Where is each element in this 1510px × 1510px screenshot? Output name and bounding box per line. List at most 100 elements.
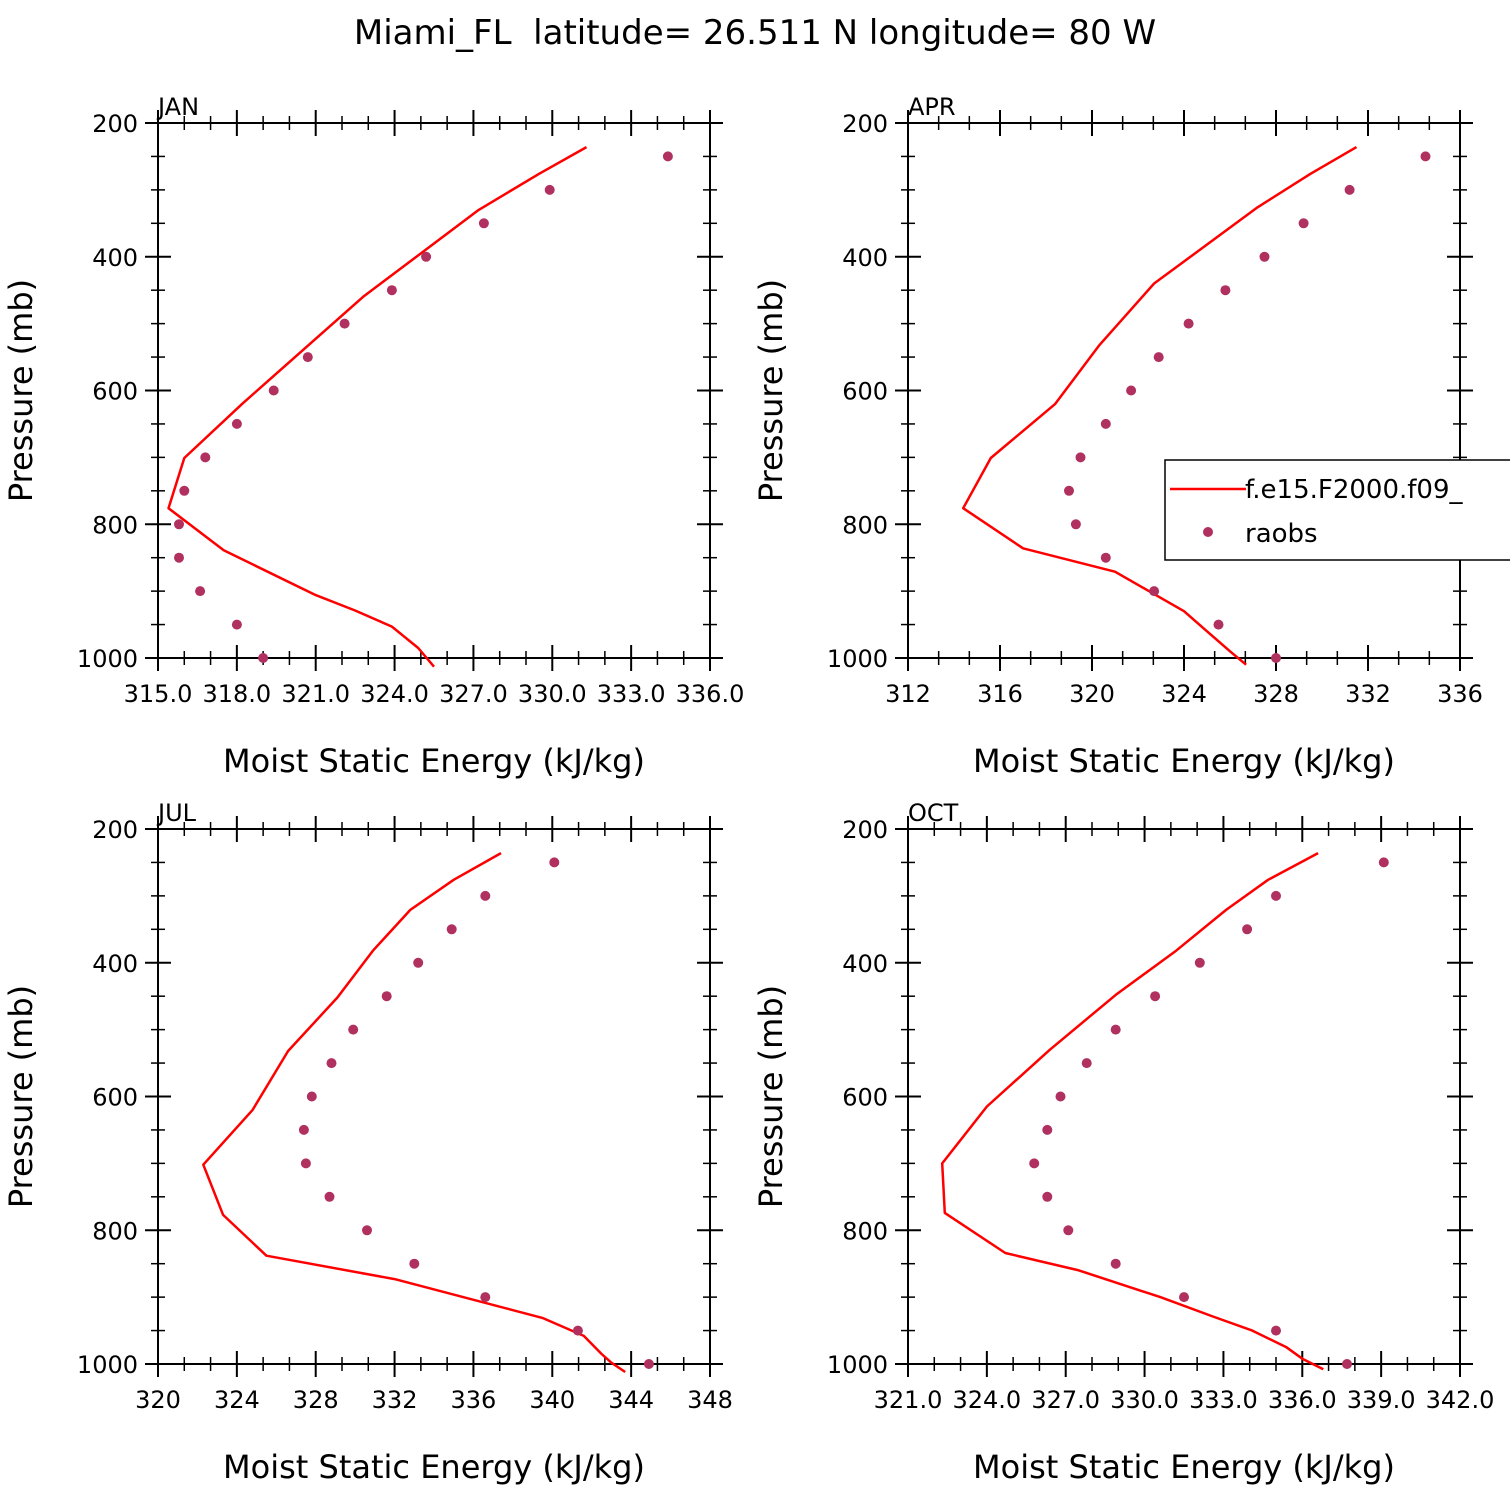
legend: f.e15.F2000.f09_ raobs xyxy=(1164,459,1510,561)
x-tick-label: 336 xyxy=(1437,680,1483,708)
obs-point-jan xyxy=(174,519,184,530)
x-tick-label: 316 xyxy=(977,680,1023,708)
obs-point-oct xyxy=(1271,890,1281,901)
obs-point-jul xyxy=(413,957,424,968)
obs-point-jan xyxy=(231,619,242,630)
obs-point-oct xyxy=(1029,1158,1040,1169)
y-axis-title: Pressure (mb) xyxy=(2,279,40,502)
y-axis-title: Pressure (mb) xyxy=(752,985,790,1208)
obs-point-jan xyxy=(231,418,242,429)
x-tick-label: 336.0 xyxy=(1268,1386,1337,1414)
x-tick-label: 333.0 xyxy=(597,680,666,708)
y-axis-title: Pressure (mb) xyxy=(752,279,790,502)
chart-panels: JAN 315.0 318.0 321.0 324.0 327.0 330.0 333.0 33… xyxy=(2,93,1494,1486)
obs-point-apr xyxy=(1075,452,1086,463)
obs-point-jul xyxy=(549,857,560,868)
y-tick-label: 1000 xyxy=(77,1351,138,1379)
y-tick-label: 800 xyxy=(92,1217,138,1245)
y-tick-label: 200 xyxy=(92,110,138,138)
obs-point-jan xyxy=(544,184,555,195)
panel-apr: APR 312 316 320 324 328 332 336 200 400 600 800 1000… xyxy=(752,93,1483,780)
obs-point-oct xyxy=(1081,1058,1092,1069)
model-line-apr xyxy=(961,146,1358,666)
x-axis-title: Moist Static Energy (kJ/kg) xyxy=(223,742,645,780)
obs-point-jul xyxy=(381,991,392,1002)
x-tick-label: 324 xyxy=(1161,680,1207,708)
obs-point-jul xyxy=(348,1024,359,1035)
x-tick-label: 328 xyxy=(1253,680,1299,708)
obs-point-jan xyxy=(195,586,206,597)
obs-point-oct xyxy=(1150,991,1161,1002)
plot-frame xyxy=(907,828,1461,1365)
obs-point-apr xyxy=(1064,485,1074,496)
x-tick-label: 320 xyxy=(135,1386,181,1414)
y-tick-label: 800 xyxy=(842,511,888,539)
y-tick-label: 800 xyxy=(92,511,138,539)
obs-point-oct xyxy=(1042,1191,1053,1202)
x-tick-label: 340 xyxy=(529,1386,575,1414)
obs-point-jan xyxy=(478,218,489,229)
x-tick-label: 344 xyxy=(608,1386,654,1414)
x-tick-label: 321.0 xyxy=(874,1386,943,1414)
x-tick-label: 330.0 xyxy=(1110,1386,1179,1414)
y-tick-label: 200 xyxy=(92,816,138,844)
x-axis-title: Moist Static Energy (kJ/kg) xyxy=(973,742,1395,780)
x-tick-label: 324 xyxy=(214,1386,260,1414)
x-tick-label: 321.0 xyxy=(281,680,350,708)
x-tick-label: 330.0 xyxy=(518,680,587,708)
y-tick-label: 400 xyxy=(842,950,888,978)
y-tick-label: 400 xyxy=(92,950,138,978)
y-tick-label: 1000 xyxy=(827,645,888,673)
x-tick-label: 348 xyxy=(687,1386,733,1414)
obs-point-jul xyxy=(298,1124,309,1135)
obs-point-apr xyxy=(1420,151,1431,162)
x-tick-label: 324.0 xyxy=(952,1386,1021,1414)
model-line-oct xyxy=(940,851,1324,1371)
obs-point-jan xyxy=(421,251,432,262)
obs-point-oct xyxy=(1110,1024,1121,1035)
x-tick-label: 328 xyxy=(293,1386,339,1414)
y-tick-label: 600 xyxy=(842,1084,888,1112)
y-tick-label: 200 xyxy=(842,110,888,138)
obs-point-jan xyxy=(174,552,184,563)
obs-point-apr xyxy=(1271,653,1281,663)
x-tick-label: 332 xyxy=(1345,680,1391,708)
legend-obs-marker xyxy=(1203,527,1213,537)
obs-point-apr xyxy=(1126,385,1137,396)
obs-point-apr xyxy=(1100,418,1111,429)
obs-point-oct xyxy=(1342,1359,1352,1369)
obs-point-oct xyxy=(1055,1091,1066,1102)
legend-model-label: f.e15.F2000.f09_ xyxy=(1245,475,1463,505)
obs-point-jan xyxy=(268,385,279,396)
obs-point-oct xyxy=(1271,1325,1281,1336)
obs-point-jul xyxy=(300,1158,311,1169)
obs-point-jan xyxy=(200,452,211,463)
obs-point-apr xyxy=(1298,218,1309,229)
x-tick-label: 342.0 xyxy=(1426,1386,1495,1414)
obs-point-jul xyxy=(362,1225,372,1236)
x-tick-label: 336.0 xyxy=(676,680,745,708)
obs-point-jan xyxy=(302,352,313,363)
obs-point-jan xyxy=(339,318,350,329)
x-tick-label: 320 xyxy=(1069,680,1115,708)
obs-point-jan xyxy=(179,485,190,496)
plot-frame xyxy=(157,122,711,659)
x-tick-label: 324.0 xyxy=(360,680,429,708)
x-tick-label: 332 xyxy=(372,1386,418,1414)
obs-point-oct xyxy=(1110,1258,1121,1269)
panel-jan: JAN 315.0 318.0 321.0 324.0 327.0 330.0 333.0 33… xyxy=(2,93,744,780)
obs-point-jul xyxy=(306,1091,317,1102)
panel-label-apr: APR xyxy=(908,93,956,121)
model-line-jan xyxy=(167,146,588,668)
x-tick-label: 327.0 xyxy=(439,680,508,708)
obs-point-jul xyxy=(446,924,457,935)
legend-box xyxy=(1164,459,1510,561)
y-axis-title: Pressure (mb) xyxy=(2,985,40,1208)
y-tick-label: 1000 xyxy=(77,645,138,673)
y-tick-label: 200 xyxy=(842,816,888,844)
obs-point-oct xyxy=(1242,924,1253,935)
obs-point-apr xyxy=(1213,619,1224,630)
y-tick-label: 400 xyxy=(842,244,888,272)
model-line-jul xyxy=(202,852,626,1374)
